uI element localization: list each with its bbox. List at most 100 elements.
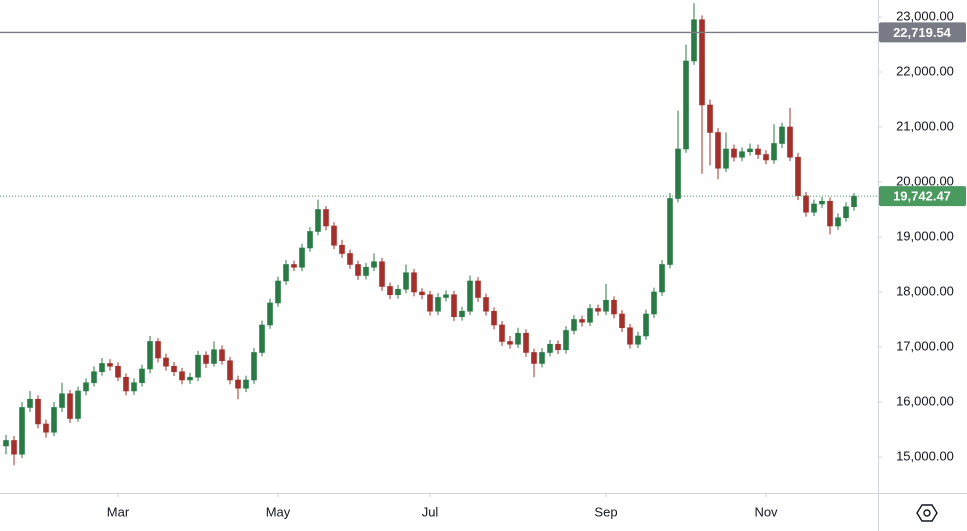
candle-body xyxy=(587,308,593,323)
candle-body xyxy=(259,324,265,353)
y-tick-label: 15,000.00 xyxy=(896,448,954,463)
candle-body xyxy=(731,148,737,158)
candle-body xyxy=(467,280,473,312)
candle-body xyxy=(323,209,329,227)
x-tick-label: May xyxy=(266,504,291,519)
candle-body xyxy=(571,319,577,331)
settings-icon[interactable] xyxy=(916,504,938,522)
x-tick-label: Jul xyxy=(422,504,439,519)
candle-body xyxy=(683,60,689,150)
candle-body xyxy=(691,19,697,62)
candle-body xyxy=(491,310,497,326)
candle-body xyxy=(195,354,201,378)
candle-body xyxy=(507,341,513,345)
candle-body xyxy=(123,376,129,392)
candle-body xyxy=(379,261,385,287)
candle-body xyxy=(411,272,417,293)
candle-body xyxy=(107,363,113,367)
candle-body xyxy=(547,343,553,353)
candle-body xyxy=(267,302,273,326)
candle-body xyxy=(131,382,137,392)
candle-body xyxy=(243,379,249,389)
candles xyxy=(3,3,857,466)
candle-body xyxy=(203,354,209,364)
candle-body xyxy=(227,360,233,381)
candle-body xyxy=(787,126,793,158)
candle-body xyxy=(11,440,17,455)
candle-body xyxy=(827,200,833,227)
candle-body xyxy=(283,264,289,282)
candle-body xyxy=(27,398,33,408)
candle-body xyxy=(219,349,225,362)
candle-body xyxy=(843,206,849,219)
y-tick-label: 20,000.00 xyxy=(896,173,954,188)
candle-body xyxy=(627,327,633,345)
candle-body xyxy=(291,264,297,268)
candle-body xyxy=(115,365,121,378)
candle-body xyxy=(795,156,801,197)
candle-body xyxy=(603,299,609,312)
candle-body xyxy=(339,244,345,254)
candle-body xyxy=(531,352,537,364)
candle-body xyxy=(851,195,857,208)
candle-body xyxy=(99,363,105,373)
candle-body xyxy=(179,371,185,381)
candle-body xyxy=(59,393,65,408)
price-label-box xyxy=(879,186,966,207)
x-tick-label: Mar xyxy=(107,504,130,519)
candle-body xyxy=(747,148,753,153)
candle-body xyxy=(371,261,377,268)
candle-body xyxy=(3,440,9,447)
candle-body xyxy=(211,349,217,364)
candle-body xyxy=(515,332,521,345)
candle-body xyxy=(755,148,761,155)
y-tick-label: 16,000.00 xyxy=(896,393,954,408)
candle-body xyxy=(579,319,585,323)
candle-body xyxy=(475,280,481,298)
candle-body xyxy=(387,286,393,296)
candle-body xyxy=(595,308,601,312)
settings-dot[interactable] xyxy=(923,509,931,517)
y-tick-label: 19,000.00 xyxy=(896,228,954,243)
candle-body xyxy=(35,398,41,425)
settings-hexagon[interactable] xyxy=(916,504,938,522)
candle-body xyxy=(171,365,177,373)
candle-body xyxy=(675,148,681,199)
candle-body xyxy=(51,407,57,433)
x-tick-label: Sep xyxy=(594,504,617,519)
candle-body xyxy=(451,294,457,318)
candle-body xyxy=(147,341,153,370)
candle-body xyxy=(643,313,649,337)
candle-body xyxy=(707,104,713,133)
candle-body xyxy=(235,379,241,389)
candle-body xyxy=(395,288,401,296)
y-tick-label: 17,000.00 xyxy=(896,338,954,353)
candle-body xyxy=(803,195,809,213)
candle-body xyxy=(67,393,73,419)
price-label: 19,742.47 xyxy=(893,189,951,204)
candle-body xyxy=(275,280,281,304)
candle-body xyxy=(659,264,665,293)
candle-body xyxy=(779,126,785,144)
candle-body xyxy=(635,335,641,345)
y-tick-label: 23,000.00 xyxy=(896,8,954,23)
candle-body xyxy=(435,297,441,312)
candle-body xyxy=(611,299,617,315)
y-tick-label: 18,000.00 xyxy=(896,283,954,298)
y-tick-label: 21,000.00 xyxy=(896,118,954,133)
candle-body xyxy=(83,382,89,392)
candle-body xyxy=(667,198,673,265)
candle-body xyxy=(523,332,529,353)
candle-body xyxy=(459,310,465,318)
candle-body xyxy=(483,297,489,312)
candle-body xyxy=(811,203,817,213)
candle-body xyxy=(75,390,81,419)
candle-body xyxy=(555,343,561,351)
price-label-box xyxy=(879,22,966,43)
candle-body xyxy=(835,217,841,227)
candle-body xyxy=(299,247,305,268)
candle-body xyxy=(163,357,169,367)
candle-body xyxy=(139,368,145,384)
